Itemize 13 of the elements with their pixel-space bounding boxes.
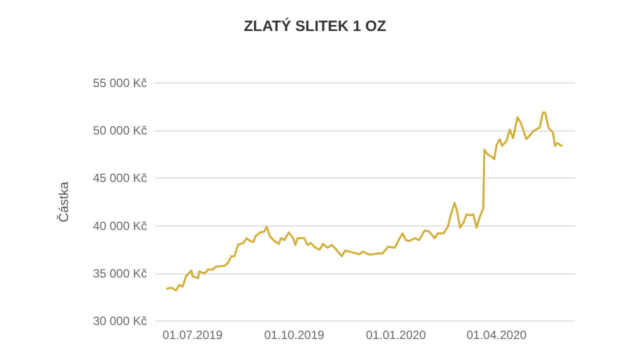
y-tick-label: 50 000 Kč	[92, 124, 147, 138]
y-axis-title: Částka	[56, 181, 71, 222]
y-tick-label: 45 000 Kč	[92, 171, 147, 186]
y-tick-label: 40 000 Kč	[92, 218, 147, 233]
chart-title: ZLATÝ SLITEK 1 OZ	[244, 17, 386, 35]
y-tick-label: 35 000 Kč	[92, 266, 147, 280]
x-tick-label: 01.04.2020	[466, 328, 527, 342]
line-series	[166, 112, 563, 292]
x-tick-label: 01.01.2020	[366, 328, 426, 342]
y-tick-label: 30 000 Kč	[92, 314, 147, 328]
y-tick-label: 55 000 Kč	[92, 76, 147, 90]
x-tick-label: 01.10.2019	[264, 328, 325, 342]
x-tick-label: 01.07.2019	[162, 328, 223, 342]
